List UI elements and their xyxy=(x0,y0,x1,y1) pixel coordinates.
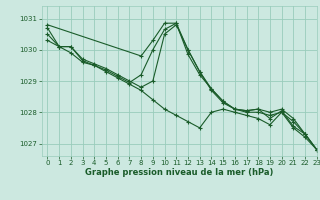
X-axis label: Graphe pression niveau de la mer (hPa): Graphe pression niveau de la mer (hPa) xyxy=(85,168,273,177)
